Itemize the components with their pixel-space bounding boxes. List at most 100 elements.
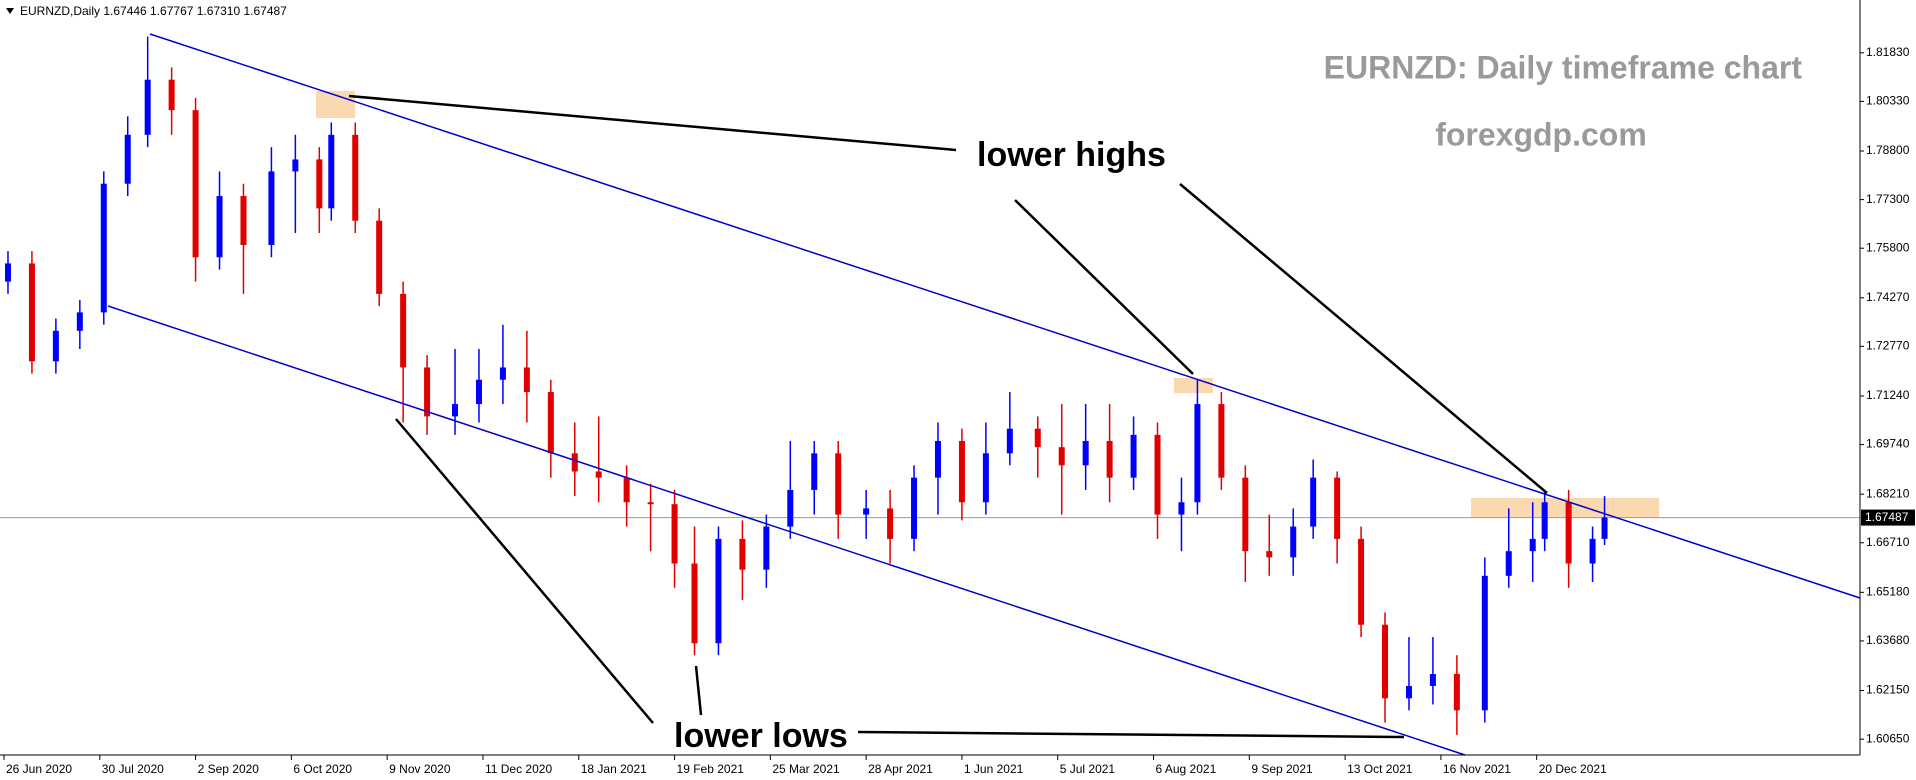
x-tick-label: 1 Jun 2021 [964, 762, 1024, 776]
candle-body [240, 196, 247, 245]
y-tick-label: 1.66710 [1866, 535, 1910, 549]
pointer-line [694, 665, 703, 716]
candle-body [671, 504, 678, 564]
candle-body [1178, 502, 1185, 515]
candle-body [691, 563, 698, 644]
candle-body [1194, 404, 1201, 503]
candle-body [424, 367, 431, 417]
candle-body [168, 79, 175, 111]
candle-body [811, 453, 818, 490]
candle-body [571, 453, 578, 472]
candle-body [1266, 551, 1273, 558]
candle-body [328, 134, 335, 209]
candle-body [623, 477, 630, 503]
x-tick-label: 18 Jan 2021 [581, 762, 647, 776]
candle-body [1505, 551, 1512, 576]
candle-body [1334, 477, 1341, 539]
candle-body [1453, 673, 1460, 711]
x-tick-label: 5 Jul 2021 [1060, 762, 1116, 776]
annotation: EURNZD: Daily timeframe chart [1324, 49, 1803, 85]
candle-body [316, 159, 323, 209]
candle-body [911, 477, 918, 539]
candle-body [1382, 624, 1389, 699]
candle-body [192, 110, 199, 258]
candle-body [1130, 434, 1137, 478]
y-tick-label: 1.62150 [1866, 683, 1910, 697]
x-tick-label: 6 Aug 2021 [1156, 762, 1217, 776]
x-tick-label: 13 Oct 2021 [1347, 762, 1413, 776]
candle-body [1529, 538, 1536, 552]
x-tick-label: 26 Jun 2020 [6, 762, 72, 776]
candle-body [352, 134, 359, 221]
x-tick-label: 9 Nov 2020 [389, 762, 451, 776]
candle-body [1242, 477, 1249, 552]
y-tick-label: 1.60650 [1866, 731, 1910, 745]
y-tick-label: 1.75800 [1866, 240, 1910, 254]
y-tick-label: 1.68210 [1866, 486, 1910, 500]
candle-body [28, 263, 35, 362]
candle-body [1310, 477, 1317, 527]
candle-body [376, 220, 383, 294]
candle-body [595, 471, 602, 478]
candle-body [1405, 685, 1412, 699]
candle-body [1565, 502, 1572, 564]
y-tick-label: 1.69740 [1866, 437, 1910, 451]
annotation: forexgdp.com [1435, 116, 1647, 152]
y-tick-label: 1.63680 [1866, 633, 1910, 647]
candle-body [647, 502, 654, 505]
x-tick-label: 11 Dec 2020 [485, 762, 552, 776]
candle-body [452, 404, 459, 417]
y-tick-label: 1.65180 [1866, 585, 1910, 599]
x-tick-label: 28 Apr 2021 [868, 762, 933, 776]
x-tick-label: 20 Dec 2021 [1539, 762, 1607, 776]
candle-body [547, 392, 554, 454]
candle-body [1358, 538, 1365, 625]
chart-header: EURNZD,Daily 1.67446 1.67767 1.67310 1.6… [20, 4, 287, 18]
candle-body [1106, 441, 1113, 478]
y-tick-label: 1.80330 [1866, 94, 1910, 108]
candle-body [523, 367, 530, 393]
pointer-line [857, 730, 1405, 739]
candle-body [1589, 538, 1596, 564]
candle-body [934, 441, 941, 478]
candle-body [124, 134, 131, 184]
candle-body [1154, 434, 1161, 515]
candles [4, 36, 1608, 735]
candle-body [739, 538, 746, 570]
candle-body [52, 330, 59, 362]
highlight-layer [0, 91, 1860, 519]
candle-body [1541, 502, 1548, 539]
x-tick-label: 25 Mar 2021 [772, 762, 840, 776]
candle-body [1082, 441, 1089, 466]
candle-body [1218, 404, 1225, 478]
highlight-box [1174, 378, 1213, 393]
candle-body [835, 453, 842, 515]
pointer-line [395, 418, 654, 724]
y-tick-label: 1.78800 [1866, 143, 1910, 157]
candle-body [216, 196, 223, 258]
x-tick-label: 30 Jul 2020 [102, 762, 164, 776]
y-tick-label: 1.81830 [1866, 45, 1910, 59]
pointer-line [348, 94, 957, 152]
candle-body [982, 453, 989, 503]
candle-body [475, 379, 482, 405]
candle-body [1601, 517, 1608, 539]
candle-body [1058, 447, 1065, 466]
y-tick-label: 1.71240 [1866, 388, 1910, 402]
candle-body [1034, 428, 1041, 448]
x-tick-label: 6 Oct 2020 [293, 762, 352, 776]
candle-body [958, 441, 965, 503]
candle-body [715, 538, 722, 644]
y-tick-label: 1.74270 [1866, 290, 1910, 304]
candle-body [400, 293, 407, 368]
candle-body [1006, 428, 1013, 454]
candle-body [268, 171, 275, 245]
pointer-line [1179, 183, 1548, 494]
upper-channel-line [149, 33, 1861, 599]
candle-body [499, 367, 506, 380]
candle-body [763, 526, 770, 570]
x-tick-label: 16 Nov 2021 [1443, 762, 1511, 776]
x-tick-label: 9 Sep 2021 [1251, 762, 1313, 776]
y-tick-label: 1.77300 [1866, 192, 1910, 206]
